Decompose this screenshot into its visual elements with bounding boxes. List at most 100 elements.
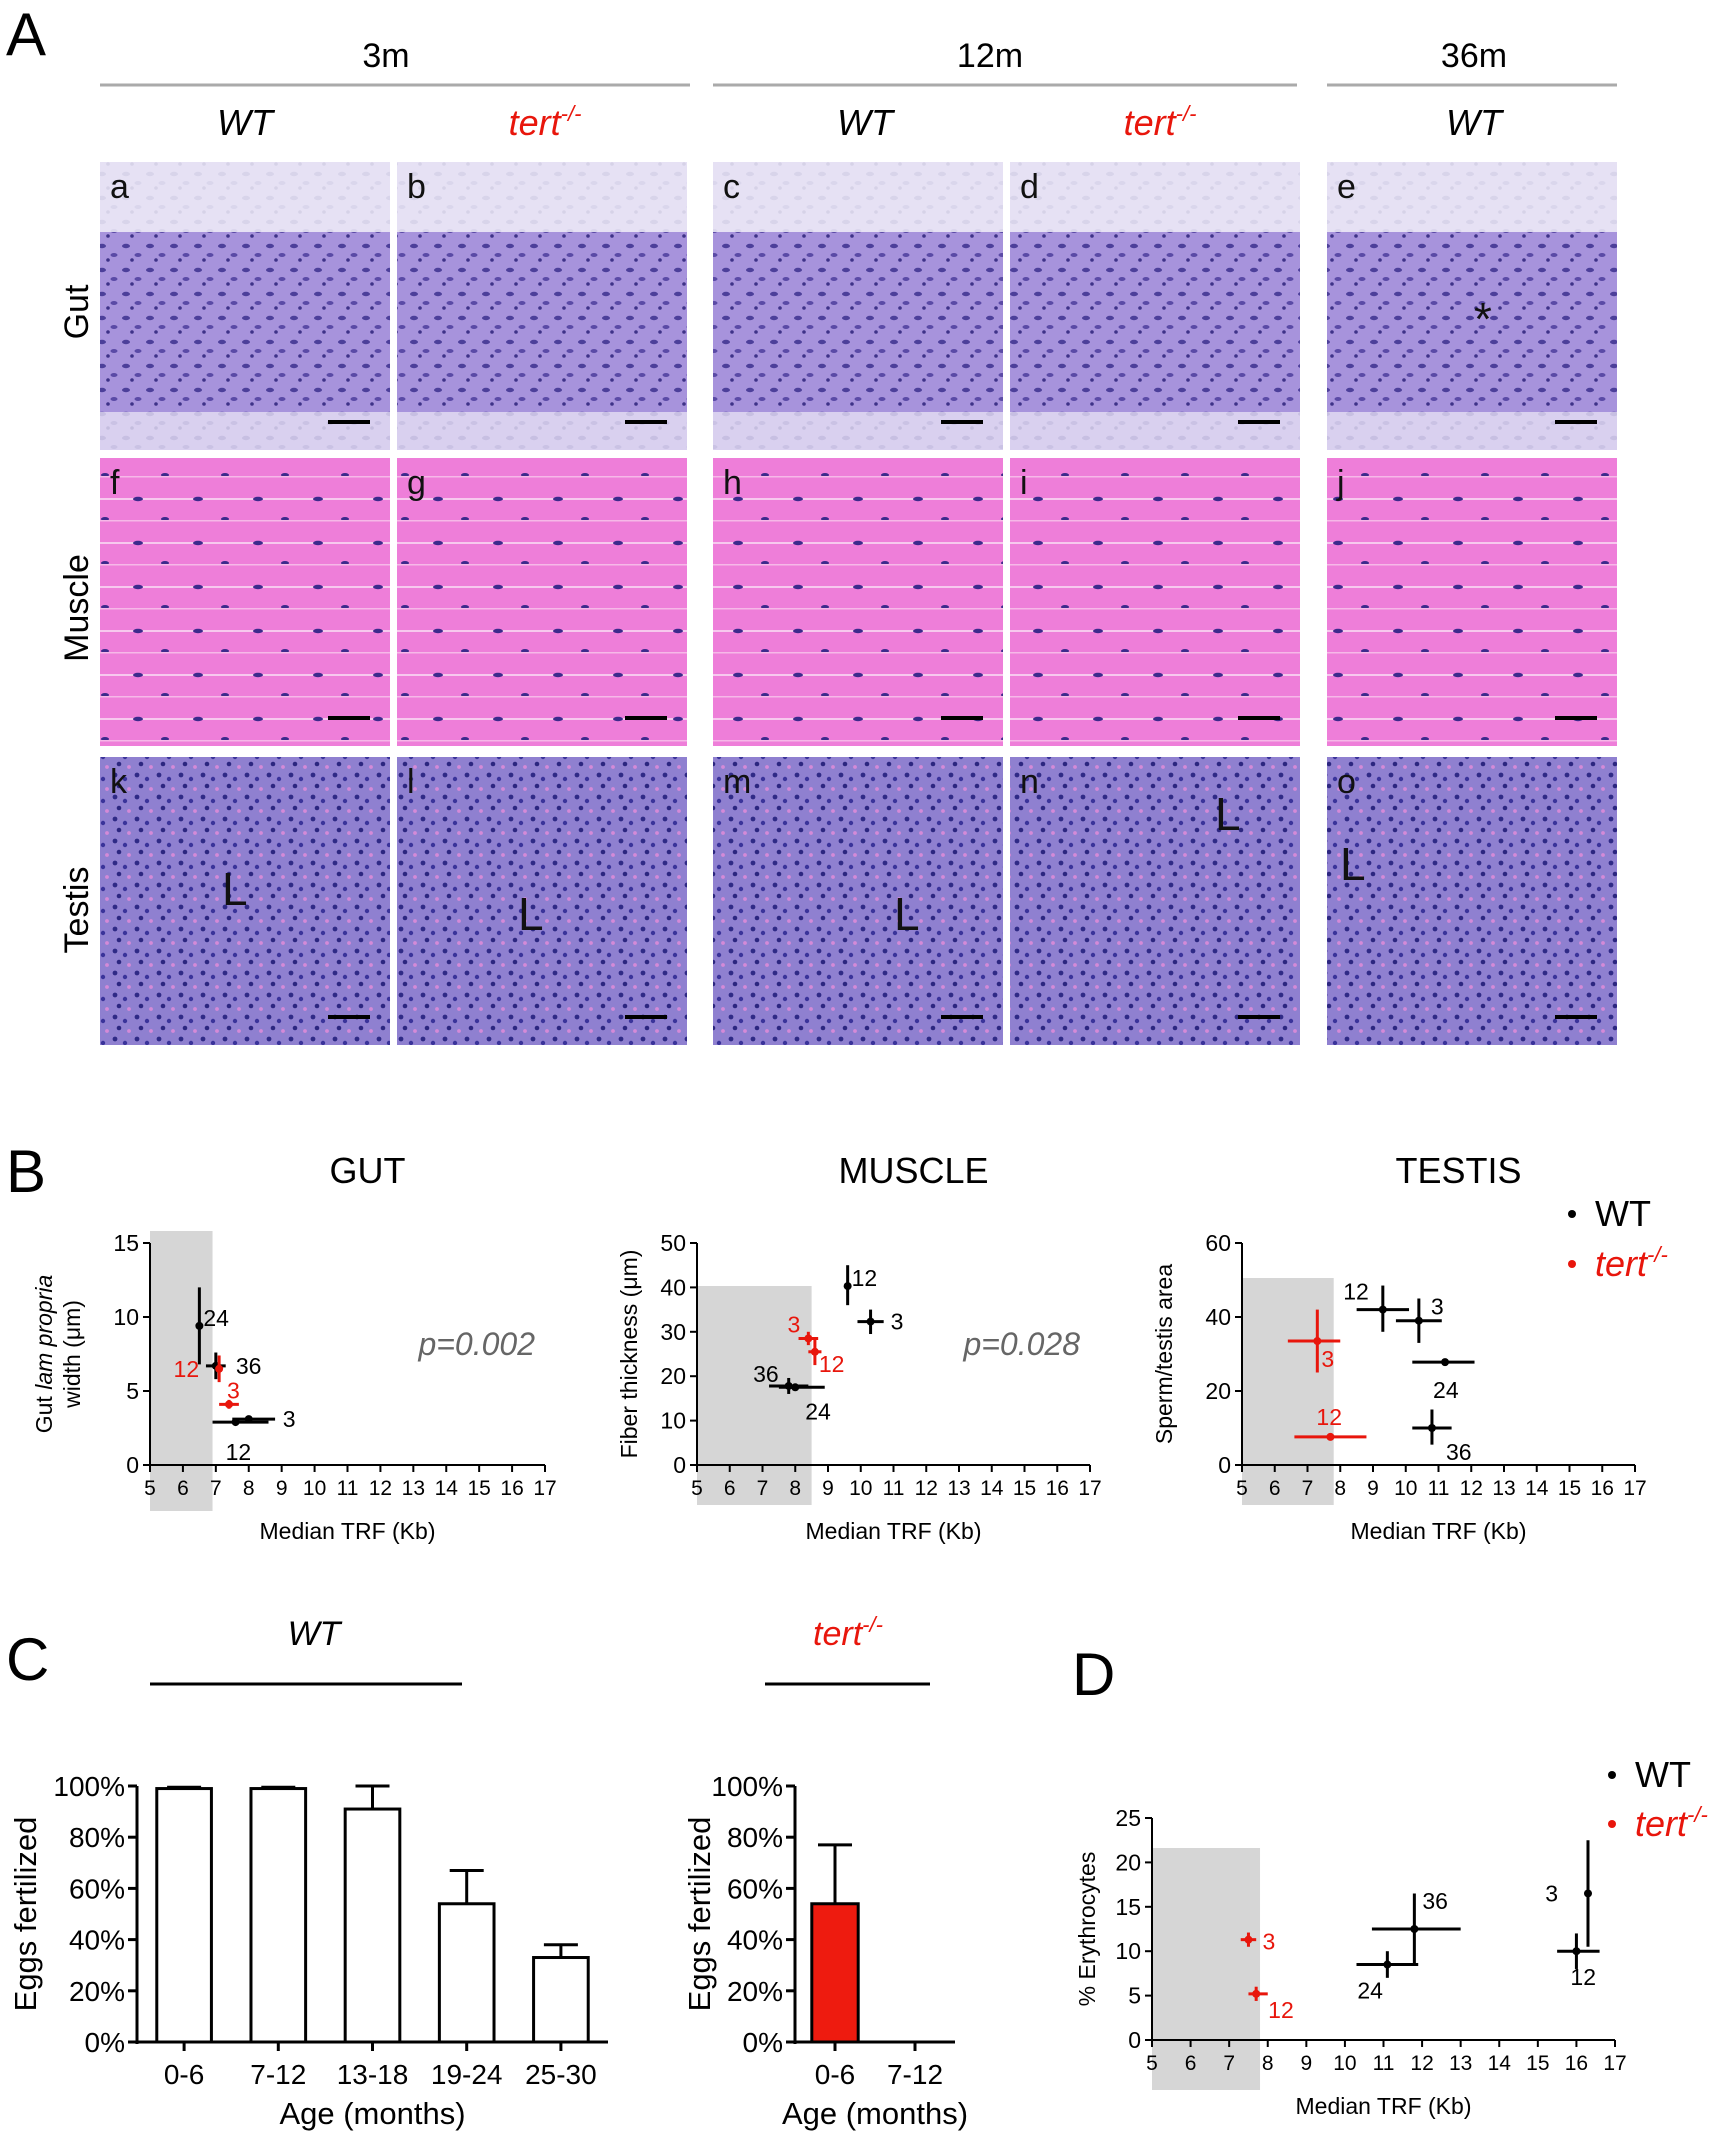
y-axis-label: Eggs fertilized <box>8 1817 43 2012</box>
x-tick-label: 7 <box>757 1477 769 1500</box>
x-tick-label: 10 <box>849 1477 872 1500</box>
data-point-tert-12: 12 <box>174 1355 224 1383</box>
micrograph-muscle-h <box>713 458 1003 746</box>
tile-letter: h <box>723 464 742 502</box>
x-tick-label: 5 <box>1146 2052 1158 2075</box>
x-tick-label: 9 <box>822 1477 834 1500</box>
tile-letter: a <box>110 168 129 206</box>
x-axis-label: Median TRF (Kb) <box>806 1518 982 1544</box>
tile-mark-o: L <box>1340 838 1366 890</box>
x-tick-label: 8 <box>1334 1477 1346 1500</box>
y-tick-label: 60% <box>69 1873 125 1904</box>
point-label: 12 <box>226 1439 252 1465</box>
p-value-annotation: p=0.028 <box>962 1326 1080 1362</box>
y-tick-label: 15 <box>1115 1894 1141 1920</box>
point-label: 24 <box>805 1398 831 1424</box>
tile-letter: i <box>1020 464 1028 502</box>
x-tick-label: 7 <box>210 1477 222 1500</box>
bar-13-18 <box>343 1807 402 2044</box>
point-marker <box>1410 1925 1419 1933</box>
group-label-12m: 12m <box>957 37 1023 75</box>
x-tick-label: 17 <box>1603 2052 1626 2075</box>
y-tick-label: 0% <box>743 2027 783 2058</box>
point-label: 12 <box>174 1356 200 1382</box>
x-tick-label: 14 <box>435 1477 459 1500</box>
point-marker <box>1313 1337 1322 1346</box>
point-marker <box>1441 1358 1450 1367</box>
lumen-overlay <box>1010 162 1300 232</box>
tile-letter: e <box>1337 168 1356 206</box>
data-point-tert-12: 12 <box>1248 1986 1294 2023</box>
point-label: 24 <box>203 1305 229 1331</box>
x-tick-label: 11 <box>1373 2052 1395 2075</box>
point-marker <box>1427 1424 1436 1432</box>
group-36m: 36m <box>1327 37 1617 87</box>
chart-title: TESTIS <box>1395 1150 1521 1191</box>
x-tick-label: 13-18 <box>337 2059 409 2090</box>
x-tick-label: 16 <box>1591 1477 1614 1500</box>
y-axis-label: width (μm) <box>59 1300 85 1409</box>
tile-letter: o <box>1337 763 1356 801</box>
y-tick-label: 0 <box>1218 1452 1231 1478</box>
bar-0-6 <box>810 1902 860 2044</box>
tissue-base-overlay <box>100 412 390 450</box>
lumen-overlay <box>1327 162 1617 232</box>
y-tick-label: 60 <box>1205 1230 1231 1256</box>
point-marker <box>225 1400 233 1409</box>
x-tick-label: 11 <box>883 1477 905 1500</box>
point-marker <box>1583 1889 1592 1898</box>
point-label: 36 <box>753 1361 779 1387</box>
y-axis-label-part: width (μm) <box>59 1300 85 1409</box>
panel-c-letter: C <box>6 1626 49 1693</box>
point-label: 12 <box>1268 1997 1294 2023</box>
tile-letter: g <box>407 464 426 502</box>
x-tick-label: 14 <box>980 1477 1004 1500</box>
legend-wt-dot <box>1568 1210 1576 1218</box>
row-label-gut: Gut <box>58 284 96 339</box>
point-label: 3 <box>891 1309 904 1335</box>
lumen-overlay <box>713 162 1003 232</box>
data-point-tert-3: 3 <box>1287 1309 1341 1373</box>
micrograph-testis-o <box>1327 757 1617 1045</box>
y-tick-label: 5 <box>1128 1983 1141 2009</box>
x-axis-label: Age (months) <box>782 2096 968 2131</box>
point-label: 36 <box>1422 1888 1448 1914</box>
point-marker <box>1326 1432 1335 1441</box>
point-label: 12 <box>852 1265 878 1291</box>
point-marker <box>791 1383 800 1392</box>
y-tick-label: 20% <box>69 1976 125 2007</box>
tissue-base-overlay <box>713 412 1003 450</box>
data-point-WT-24: 24 <box>1356 1951 1419 2004</box>
tile-letter: b <box>407 168 426 206</box>
y-tick-label: 100% <box>53 1771 125 1802</box>
data-point-WT-12: 12 <box>212 1418 269 1465</box>
panel-b-letter: B <box>6 1138 46 1205</box>
x-tick-label: 6 <box>1269 1477 1281 1500</box>
x-tick-label: 8 <box>789 1477 801 1500</box>
point-label: 3 <box>283 1406 296 1432</box>
data-point-WT-3: 3 <box>1395 1294 1444 1343</box>
micrograph-muscle-g <box>397 458 687 746</box>
x-tick-label: 15 <box>1013 1477 1036 1500</box>
x-tick-label: 7 <box>1223 2052 1235 2075</box>
micrograph-testis-k <box>100 757 390 1045</box>
bar-19-24 <box>437 1902 496 2044</box>
x-tick-label: 13 <box>1449 2052 1472 2075</box>
fertilization-tert-bar-chart: 0% 20% 40% 60% 80% 100% 0-6 7-12 Age (months) Egg… <box>682 1771 968 2131</box>
point-label: 3 <box>1262 1929 1275 1955</box>
x-tick-label: 15 <box>1526 2052 1549 2075</box>
point-marker <box>866 1317 875 1326</box>
fertilization-wt-bar-chart: 0% 20% 40% 60% 80% 100% 0-6 7-12 13-18 19-24 25-30… <box>8 1771 608 2131</box>
tile-letter: f <box>110 464 120 502</box>
tile-letter: c <box>723 168 740 206</box>
shaded-region <box>1152 1848 1261 2090</box>
tile-letter: l <box>407 763 415 801</box>
point-marker <box>804 1334 813 1343</box>
point-marker <box>1244 1935 1253 1944</box>
point-marker <box>843 1282 852 1291</box>
point-marker <box>810 1347 819 1356</box>
x-tick-label: 13 <box>402 1477 425 1500</box>
y-tick-label: 80% <box>69 1822 125 1853</box>
